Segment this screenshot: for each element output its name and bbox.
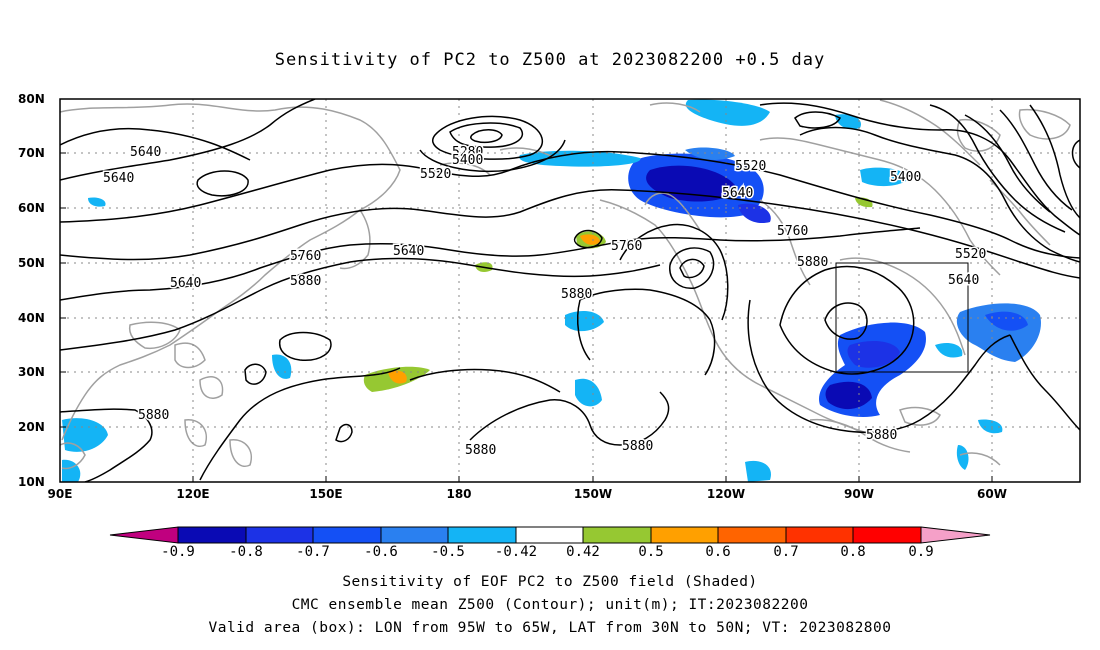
colorbar-swatch xyxy=(380,526,449,544)
shade-blob xyxy=(62,459,81,482)
lon-label: 120E xyxy=(176,487,210,501)
shade-blob xyxy=(575,378,602,407)
shade-blob xyxy=(860,167,910,187)
contour-label: 5640 xyxy=(170,276,201,291)
contour-label: 5640 xyxy=(130,145,161,160)
lon-label: 180 xyxy=(446,487,472,501)
lat-label: 80N xyxy=(18,92,45,106)
contour-label: 5880 xyxy=(561,287,592,302)
shade-blob xyxy=(978,419,1003,434)
lat-label: 60N xyxy=(18,201,45,215)
lat-label: 10N xyxy=(18,475,45,489)
shade-blob xyxy=(956,445,969,470)
contour-label: 5760 xyxy=(290,249,321,264)
lat-label: 20N xyxy=(18,420,45,434)
contour-label: 5760 xyxy=(777,224,808,239)
shade-blob xyxy=(565,310,604,332)
colorbar-label: -0.9 xyxy=(161,544,195,560)
colorbar-label: -0.5 xyxy=(431,544,465,560)
colorbar-label: 0.42 xyxy=(566,544,600,560)
lat-lon-grid xyxy=(60,99,1080,482)
contour-label: 5640 xyxy=(393,244,424,259)
colorbar-swatch xyxy=(852,526,922,544)
shade-blob xyxy=(685,147,735,160)
colorbar-label: -0.42 xyxy=(494,544,538,560)
contour-label: 5880 xyxy=(797,255,828,270)
contour-label: 5880 xyxy=(290,274,321,289)
contour-label: 5880 xyxy=(465,443,496,458)
z500-contours xyxy=(60,99,1080,482)
shade-blob xyxy=(745,460,771,482)
shade-blob xyxy=(685,99,770,126)
colorbar-swatch xyxy=(447,526,517,544)
contour-label: 5520 xyxy=(735,159,766,174)
lon-label: 120W xyxy=(706,487,746,501)
contour-label: 5640 xyxy=(948,273,979,288)
lon-label: 90W xyxy=(844,487,874,501)
shade-blob xyxy=(580,234,600,245)
lon-label: 60W xyxy=(977,487,1007,501)
lon-label: 150E xyxy=(309,487,343,501)
lat-label: 70N xyxy=(18,146,45,160)
contour-label: 5760 xyxy=(611,239,642,254)
shade-blob xyxy=(935,343,963,358)
valid-area-box xyxy=(835,262,969,373)
contour-label: 5520 xyxy=(955,247,986,262)
contour-label: 5520 xyxy=(420,167,451,182)
colorbar-min-arrow xyxy=(109,526,179,544)
colorbar-label: -0.8 xyxy=(229,544,263,560)
colorbar-swatch xyxy=(582,526,652,544)
contour-label: 5400 xyxy=(890,170,921,185)
colorbar-swatch xyxy=(312,526,382,544)
shade-blob xyxy=(272,354,292,379)
colorbar-swatch xyxy=(245,526,314,544)
shade-blob xyxy=(738,203,771,224)
colorbar-max-arrow xyxy=(920,526,991,544)
caption-line-3: Valid area (box): LON from 95W to 65W, L… xyxy=(208,620,892,636)
colorbar xyxy=(109,526,991,544)
colorbar-label: 0.5 xyxy=(638,544,664,560)
lon-label: 90E xyxy=(47,487,73,501)
lat-label: 30N xyxy=(18,365,45,379)
shade-blob xyxy=(388,370,407,384)
colorbar-label: -0.7 xyxy=(296,544,330,560)
lat-label: 40N xyxy=(18,311,45,325)
contour-label: 5400 xyxy=(452,153,483,168)
lon-label: 150W xyxy=(573,487,613,501)
colorbar-swatch xyxy=(717,526,787,544)
contour-labels: 5640 5640 5280 5400 5520 5520 5640 5400 … xyxy=(102,144,988,460)
colorbar-swatch xyxy=(650,526,719,544)
contour-label: 5640 xyxy=(103,171,134,186)
caption-line-1: Sensitivity of EOF PC2 to Z500 field (Sh… xyxy=(342,574,758,590)
colorbar-swatch xyxy=(177,526,247,544)
contour-label: 5640 xyxy=(722,186,753,201)
shade-blob xyxy=(985,311,1028,331)
lat-label: 50N xyxy=(18,256,45,270)
contour-label: 5280 xyxy=(452,145,483,160)
contour-label: 5880 xyxy=(866,428,897,443)
colorbar-label: 0.8 xyxy=(840,544,866,560)
colorbar-swatch xyxy=(515,526,584,544)
colorbar-swatch xyxy=(785,526,854,544)
colorbar-label: 0.6 xyxy=(705,544,731,560)
map-frame xyxy=(59,98,1081,483)
caption-line-2: CMC ensemble mean Z500 (Contour); unit(m… xyxy=(291,597,809,613)
shade-blob xyxy=(847,340,900,368)
tick-marks xyxy=(60,98,993,482)
shade-blob xyxy=(835,114,861,130)
colorbar-label: 0.7 xyxy=(773,544,799,560)
colorbar-label: 0.9 xyxy=(908,544,934,560)
chart-title: Sensitivity of PC2 to Z500 at 2023082200… xyxy=(274,50,826,70)
shade-blob xyxy=(88,197,106,207)
colorbar-label: -0.6 xyxy=(364,544,398,560)
contour-label: 5880 xyxy=(138,408,169,423)
shade-blob xyxy=(825,381,872,410)
contour-label: 5880 xyxy=(622,439,653,454)
